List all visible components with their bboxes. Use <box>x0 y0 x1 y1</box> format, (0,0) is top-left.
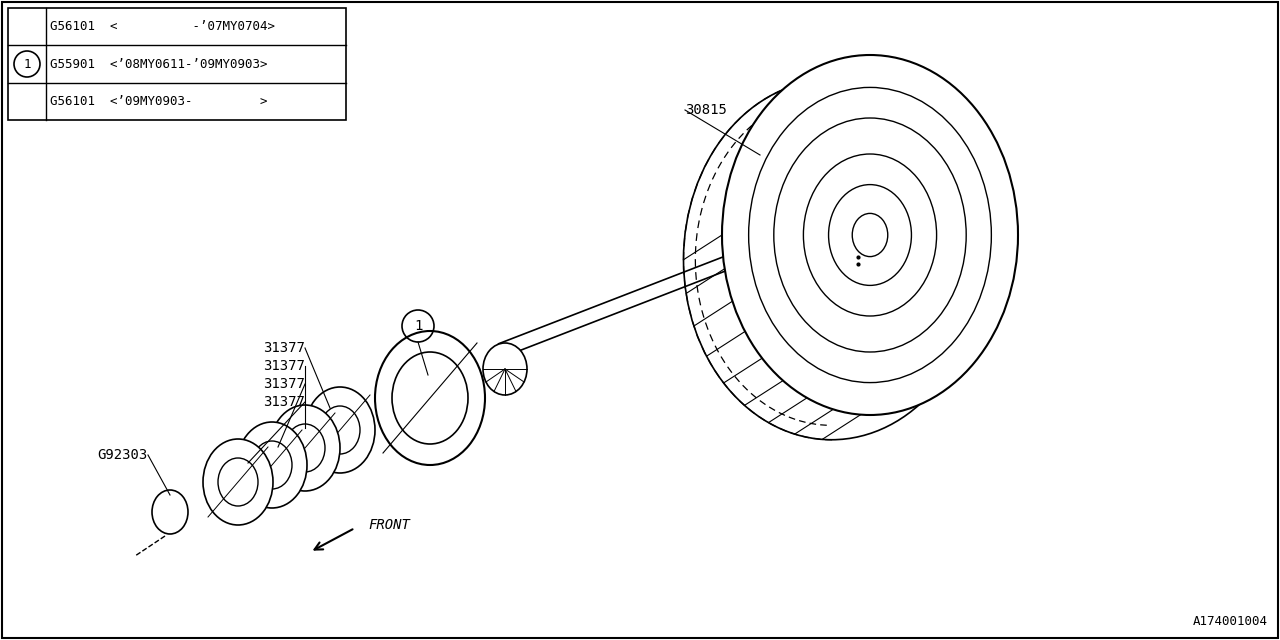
Ellipse shape <box>375 331 485 465</box>
Ellipse shape <box>218 458 259 506</box>
Text: 31377: 31377 <box>264 341 305 355</box>
Ellipse shape <box>749 88 992 383</box>
Text: G56101  <’09MY0903-         >: G56101 <’09MY0903- > <box>50 95 268 108</box>
Bar <box>8 8 346 120</box>
Text: G92303: G92303 <box>97 448 148 462</box>
Ellipse shape <box>392 352 468 444</box>
Ellipse shape <box>684 80 979 440</box>
Text: G55901  <’08MY0611-’09MY0903>: G55901 <’08MY0611-’09MY0903> <box>50 58 268 70</box>
Ellipse shape <box>252 441 292 489</box>
Text: 1: 1 <box>23 58 31 70</box>
Ellipse shape <box>852 213 888 257</box>
Ellipse shape <box>270 405 340 491</box>
Ellipse shape <box>237 422 307 508</box>
Text: 1: 1 <box>413 319 422 333</box>
Text: 31377: 31377 <box>264 359 305 373</box>
Ellipse shape <box>483 343 527 395</box>
Ellipse shape <box>152 490 188 534</box>
Ellipse shape <box>804 154 937 316</box>
Ellipse shape <box>305 387 375 473</box>
Ellipse shape <box>320 406 360 454</box>
Text: 31377: 31377 <box>264 395 305 409</box>
Text: FRONT: FRONT <box>369 518 410 532</box>
Text: A174001004: A174001004 <box>1193 615 1268 628</box>
Ellipse shape <box>722 55 1018 415</box>
Text: 30815: 30815 <box>685 103 727 117</box>
Text: G56101  <          -’07MY0704>: G56101 < -’07MY0704> <box>50 20 275 33</box>
Ellipse shape <box>828 184 911 285</box>
Ellipse shape <box>204 439 273 525</box>
Ellipse shape <box>774 118 966 352</box>
Ellipse shape <box>285 424 325 472</box>
Text: 31377: 31377 <box>264 377 305 391</box>
